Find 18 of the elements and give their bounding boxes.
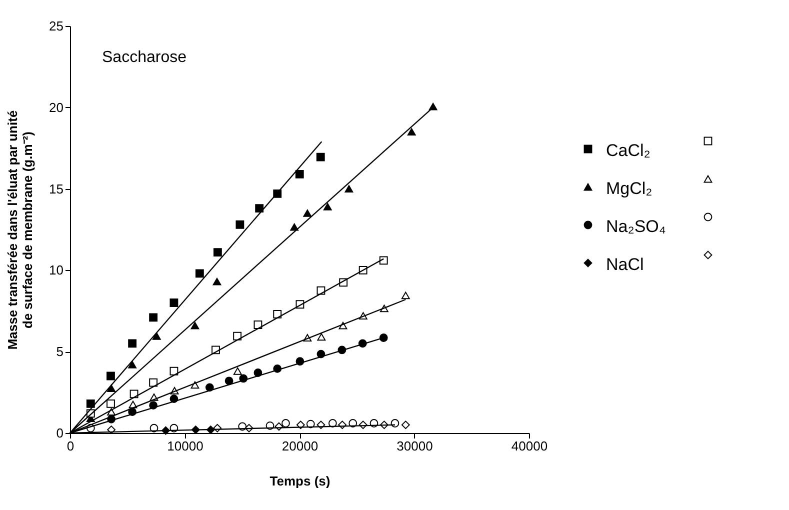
- x-tick-label: 10000: [167, 438, 204, 454]
- x-tick-label: 30000: [396, 438, 433, 454]
- y-tick-label: 0: [56, 426, 64, 440]
- y-tick-label: 5: [56, 344, 64, 360]
- y-tick-label: 15: [49, 181, 64, 196]
- y-tick-label: 20: [49, 100, 64, 115]
- legend-label: CaCl₂: [606, 141, 650, 160]
- legend-label: NaCl: [606, 255, 644, 274]
- x-tick-label: 40000: [511, 438, 548, 454]
- x-tick-label: 0: [66, 438, 74, 454]
- x-tick-label: 20000: [282, 438, 318, 454]
- legend-label: Na₂SO₄: [606, 217, 666, 236]
- annotation: Saccharose: [102, 49, 187, 66]
- y-axis-title: Masse transférée dans l'éluat par unité de surface de membrane (g.m⁻²): [5, 110, 36, 350]
- y-tick-label: 25: [49, 18, 64, 34]
- legend-label: MgCl₂: [606, 179, 652, 198]
- y-tick-label: 10: [49, 262, 64, 278]
- x-axis-title: Temps (s): [270, 474, 330, 488]
